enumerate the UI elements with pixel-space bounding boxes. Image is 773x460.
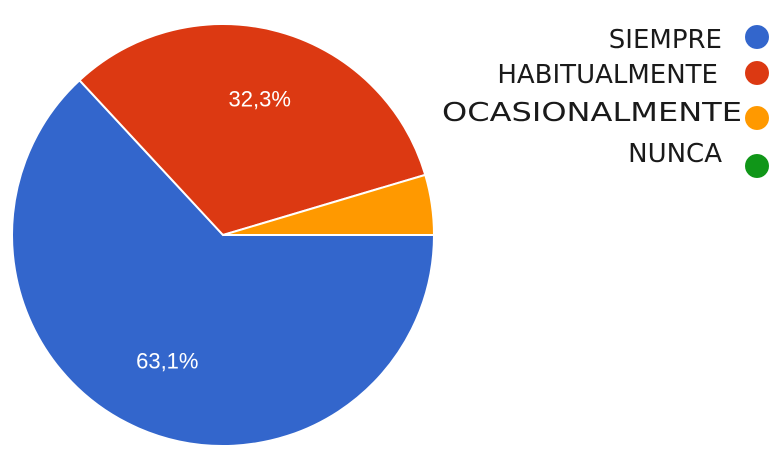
pie-slice-siempre — [11, 78, 436, 447]
pie-slice-ocasionalmente — [222, 173, 436, 236]
legend-label-nunca: NUNCA — [628, 139, 722, 169]
legend-item-nunca: NUNCA — [628, 139, 769, 178]
legend-swatch-habitualmente — [745, 61, 769, 85]
legend-item-habitualmente: HABITUALMENTE — [497, 60, 769, 90]
data-label-siempre: 63,1% — [136, 348, 198, 373]
legend-swatch-nunca — [745, 154, 769, 178]
legend-item-siempre: SIEMPRE — [609, 25, 769, 55]
data-label-habitualmente: 32,3% — [229, 86, 291, 111]
legend-item-ocasionalmente: OCASIONALMENTE — [442, 98, 769, 130]
legend-swatch-siempre — [745, 25, 769, 49]
pie-data-labels: 63,1% 32,3% — [136, 86, 291, 373]
legend: SIEMPRE HABITUALMENTE OCASIONALMENTE NUN… — [442, 25, 769, 178]
pie-slices — [11, 23, 436, 447]
legend-label-siempre: SIEMPRE — [609, 25, 722, 55]
legend-swatch-ocasionalmente — [745, 106, 769, 130]
pie-slice-habitualmente — [78, 23, 427, 237]
legend-label-ocasionalmente: OCASIONALMENTE — [442, 98, 742, 128]
legend-label-habitualmente: HABITUALMENTE — [497, 60, 718, 90]
